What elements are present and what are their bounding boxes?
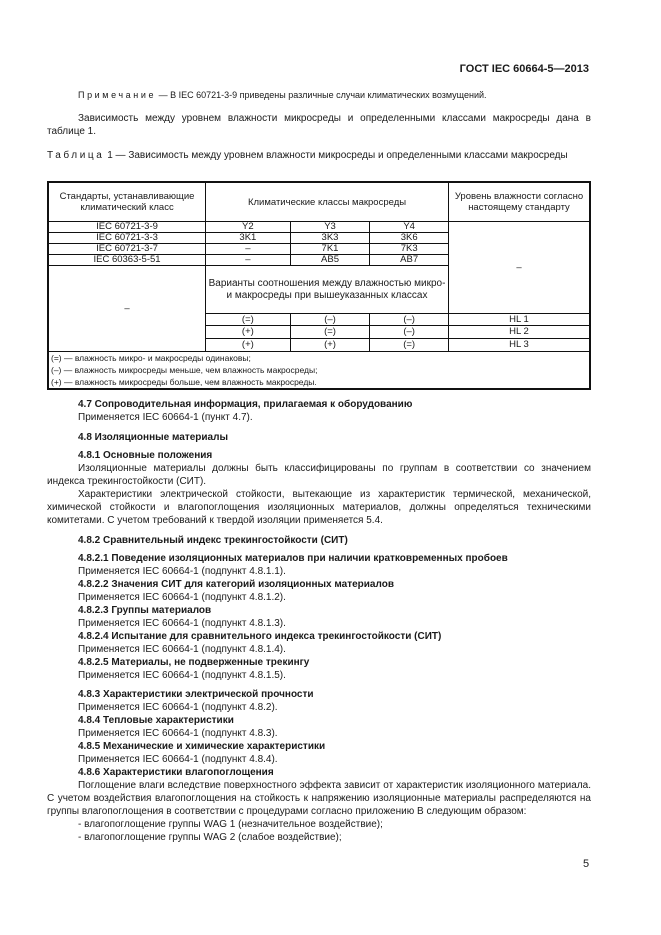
table-row: (+) (=) (–) HL 2 <box>48 325 591 339</box>
page-number: 5 <box>583 858 590 870</box>
cell: – <box>205 243 291 255</box>
cell: IEC 60721-3-3 <box>47 232 207 244</box>
section-4-7: 4.7 Сопроводительная информация, прилага… <box>47 398 622 424</box>
cell: HL 1 <box>447 313 591 326</box>
cell: – <box>205 254 291 266</box>
cell: (+) <box>205 338 291 352</box>
section-4-8-2-title: 4.8.2 Сравнительный индекс трекингостойк… <box>78 535 348 546</box>
table-row: (+) (+) (=) HL 3 <box>48 338 591 352</box>
cell: (–) <box>369 325 449 339</box>
legend-item: (=) — влажность микро- и макросреды один… <box>51 353 251 363</box>
table-row: – Варианты соотношения между влажностью … <box>47 265 590 352</box>
subsection-title: 4.8.2.3 Группы материалов <box>78 605 212 616</box>
note-label: Примечание <box>78 90 157 100</box>
table-row: IEC 60721-3-3 3K1 3K3 3K6 <box>47 232 590 244</box>
note-text: — В IEC 60721-3-9 приведены различные сл… <box>156 90 487 100</box>
subsection-text: Применяется IEC 60664-1 (подпункт 4.8.1.… <box>78 566 286 577</box>
paragraph: Изоляционные материалы должны быть класс… <box>47 463 591 487</box>
table-row: IEC 60721-3-9 Y2 Y3 Y4 – <box>47 221 591 314</box>
cell: (–) <box>369 313 449 326</box>
subsection-text: Применяется IEC 60664-1 (подпункт 4.8.1.… <box>78 644 286 655</box>
table-1: Стандарты, устанавливающие климатический… <box>47 181 591 390</box>
cell: (=) <box>289 325 371 339</box>
section-title: 4.8.6 Характеристики влагопоглощения <box>78 767 274 778</box>
legend-item: (–) — влажность микросреды меньше, чем в… <box>51 365 318 375</box>
subsection-text: Применяется IEC 60664-1 (подпункт 4.8.1.… <box>78 618 286 629</box>
cell: HL 3 <box>447 338 591 352</box>
section-text: Применяется IEC 60664-1 (подпункт 4.8.4)… <box>78 754 278 765</box>
section-title: 4.8.1 Основные положения <box>78 450 213 461</box>
subsection-title: 4.8.2.5 Материалы, не подверженные треки… <box>78 657 310 668</box>
section-title: 4.8.3 Характеристики электрической прочн… <box>78 689 314 700</box>
table-caption-text: 1 — Зависимость между уровнем влажности … <box>104 150 568 161</box>
cell: IEC 60363-5-51 <box>47 254 207 266</box>
cell: Y2 <box>205 221 291 233</box>
cell: 3K6 <box>369 232 449 244</box>
section-4-8-2-items: 4.8.2.1 Поведение изоляционных материало… <box>47 552 622 682</box>
subsection-title: 4.8.2.2 Значения СИТ для категорий изоля… <box>78 579 394 590</box>
cell: (–) <box>289 313 371 326</box>
section-title: 4.8.4 Тепловые характеристики <box>78 715 234 726</box>
cell: IEC 60721-3-7 <box>47 243 207 255</box>
section-text: Применяется IEC 60664-1 (подпункт 4.8.3)… <box>78 728 278 739</box>
document-code: ГОСТ IEC 60664-5—2013 <box>459 63 589 75</box>
section-title: 4.7 Сопроводительная информация, прилага… <box>78 399 413 410</box>
section-text: Применяется IEC 60664-1 (подпункт 4.8.2)… <box>78 702 278 713</box>
subsection-title: 4.8.2.1 Поведение изоляционных материало… <box>78 553 508 564</box>
legend-item: (+) — влажность микросреды больше, чем в… <box>51 377 317 387</box>
cell: Y4 <box>369 221 449 233</box>
list-item: - влагопоглощение группы WAG 1 (незначит… <box>78 819 383 830</box>
cell: (=) <box>369 338 449 352</box>
cell: 7K3 <box>369 243 449 255</box>
cell: IEC 60721-3-9 <box>47 221 207 233</box>
cell: (=) <box>205 313 291 326</box>
cell: AB5 <box>289 254 371 266</box>
variants-label: Варианты соотношения между влажностью ми… <box>205 265 449 314</box>
cell: (+) <box>205 325 291 339</box>
subsection-text: Применяется IEC 60664-1 (подпункт 4.8.1.… <box>78 592 286 603</box>
subsection-title: 4.8.2.4 Испытание для сравнительного инд… <box>78 631 442 642</box>
table-header-row: Стандарты, устанавливающие климатический… <box>47 181 591 222</box>
cell: 3K1 <box>205 232 291 244</box>
table-caption-label: Таблица <box>47 150 105 161</box>
section-4-8-1: 4.8.1 Основные положения Изоляционные ма… <box>47 449 591 527</box>
level-dash-cell: – <box>447 221 591 314</box>
cell: (+) <box>289 338 371 352</box>
note: Примечание — В IEC 60721-3-9 приведены р… <box>47 89 622 102</box>
section-4-8-title: 4.8 Изоляционные материалы <box>78 432 228 443</box>
cell: 3K3 <box>289 232 371 244</box>
list-item: - влагопоглощение группы WAG 2 (слабое в… <box>78 832 342 843</box>
sections-4-8-3-to-4-8-5: 4.8.3 Характеристики электрической прочн… <box>47 688 622 766</box>
cell: AB7 <box>369 254 449 266</box>
cell: 7K1 <box>289 243 371 255</box>
subsection-text: Применяется IEC 60664-1 (подпункт 4.8.1.… <box>78 670 286 681</box>
left-dash-cell: – <box>47 265 207 352</box>
table-caption: Таблица 1 — Зависимость между уровнем вл… <box>47 149 591 162</box>
section-text: Применяется IEC 60664-1 (пункт 4.7). <box>78 412 253 423</box>
header-level: Уровень влажности согласно настоящему ст… <box>447 181 591 222</box>
paragraph: Поглощение влаги вследствие поверхностно… <box>47 780 591 817</box>
cell: HL 2 <box>447 325 591 339</box>
section-4-8-6: 4.8.6 Характеристики влагопоглощения Пог… <box>47 766 591 844</box>
paragraph: Характеристики электрической стойкости, … <box>47 489 591 526</box>
intro-paragraph: Зависимость между уровнем влажности микр… <box>47 113 591 137</box>
cell: Y3 <box>289 221 371 233</box>
section-title: 4.8.5 Механические и химические характер… <box>78 741 326 752</box>
table-row: IEC 60363-5-51– AB5 AB7 <box>47 254 590 266</box>
header-standards: Стандарты, устанавливающие климатический… <box>47 181 207 222</box>
table-legend: (=) — влажность микро- и макросреды один… <box>47 351 591 390</box>
header-classes: Климатические классы макросреды <box>205 181 449 222</box>
